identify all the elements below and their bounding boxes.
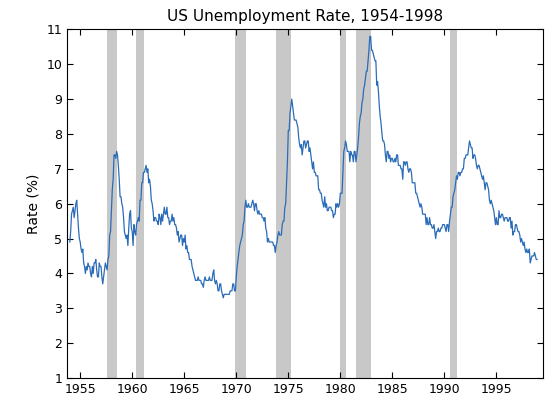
- Bar: [340, 29, 346, 378]
- Bar: [450, 29, 458, 378]
- Bar: [356, 29, 371, 378]
- Y-axis label: Rate (%): Rate (%): [27, 173, 41, 234]
- Bar: [107, 29, 118, 378]
- Bar: [276, 29, 291, 378]
- Bar: [235, 29, 246, 378]
- Bar: [136, 29, 144, 378]
- Title: US Unemployment Rate, 1954-1998: US Unemployment Rate, 1954-1998: [167, 9, 444, 24]
